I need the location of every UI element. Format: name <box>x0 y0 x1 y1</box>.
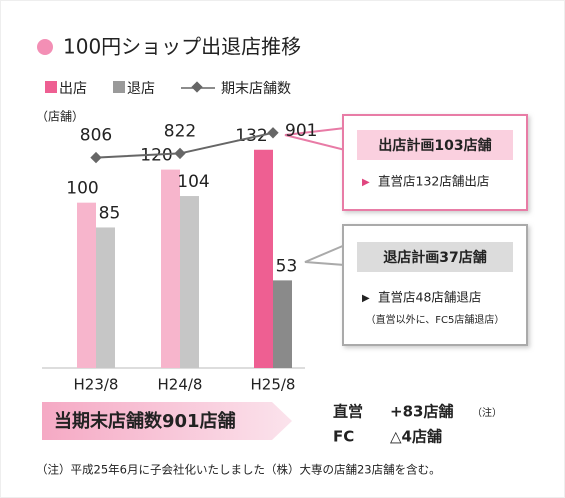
x-tick-label: H25/8 <box>251 376 296 394</box>
legend-label: 期末店舗数 <box>221 81 291 97</box>
bullet: ▶ <box>362 177 370 188</box>
summary-banner <box>42 402 292 440</box>
callout-line: 直営店48店舗退店 <box>378 290 481 305</box>
bar <box>180 196 199 368</box>
data-label: 104 <box>177 172 209 192</box>
legend-swatch <box>45 81 57 93</box>
bar <box>254 149 273 368</box>
data-label: 822 <box>164 121 196 141</box>
data-label: 806 <box>80 126 112 146</box>
bar <box>161 169 180 368</box>
legend-label: 出店 <box>59 81 87 97</box>
unit-label: （店舗） <box>36 110 84 124</box>
bar <box>273 280 292 368</box>
bar <box>96 227 115 368</box>
callout-header <box>357 242 513 272</box>
data-label: 85 <box>99 203 121 223</box>
legend-swatch <box>113 81 125 93</box>
summary-headline: 当期末店舗数901店舗 <box>54 410 236 432</box>
summary-value: +83店舗 <box>390 403 453 421</box>
legend-label: 退店 <box>127 81 155 97</box>
summary-value: △4店舗 <box>390 428 442 446</box>
chart-title: 100円ショップ出退店推移 <box>63 35 301 59</box>
pointer-gap <box>344 246 347 264</box>
callout-title: 出店計画103店舗 <box>378 137 491 154</box>
callout-title: 退店計画37店舗 <box>383 249 486 266</box>
footnote: （注）平成25年6月に子会社化いたしました（株）大専の店舗23店舗を含む。 <box>36 463 441 477</box>
data-label: 53 <box>276 256 298 276</box>
callout-box <box>342 114 528 211</box>
bar <box>77 202 96 368</box>
callout-header <box>357 130 513 160</box>
bullet: ▶ <box>362 293 370 304</box>
summary-label: FC <box>333 428 354 446</box>
pointer-gap <box>344 129 347 149</box>
x-tick-label: H23/8 <box>74 376 119 394</box>
callout-line: （直営以外に、FC5店舗退店） <box>366 313 505 326</box>
data-label: 132 <box>235 126 267 146</box>
data-label: 100 <box>66 179 98 199</box>
data-label: 120 <box>140 146 172 166</box>
summary-label: 直営 <box>333 403 363 421</box>
callout-line: 直営店132店舗出店 <box>378 174 489 189</box>
x-tick-label: H24/8 <box>158 376 203 394</box>
line-marker <box>174 147 186 160</box>
line-marker <box>267 127 279 139</box>
data-label: 901 <box>285 121 317 141</box>
title-dot <box>37 39 53 55</box>
summary-note: （注） <box>472 406 502 419</box>
